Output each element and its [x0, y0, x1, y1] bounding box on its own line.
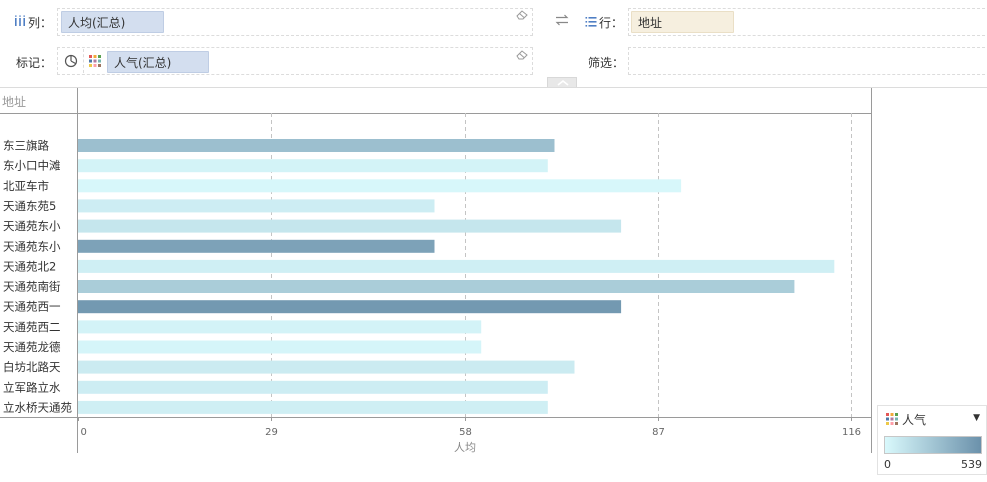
x-tick-label: 58 — [459, 427, 472, 438]
eraser-icon[interactable] — [516, 10, 528, 20]
marks-shelf-label: 标记： — [16, 56, 53, 70]
x-axis-label: 人均 — [454, 441, 476, 454]
bar — [78, 159, 548, 173]
legend-min: 0 — [884, 458, 891, 471]
category-label: 立军路立水 — [3, 380, 61, 394]
bar — [78, 400, 548, 414]
rows-shelf-label: 行： — [599, 16, 624, 30]
bar — [78, 360, 575, 374]
bar — [78, 340, 482, 354]
columns-icon — [15, 15, 25, 26]
dropdown-caret-icon[interactable]: ▼ — [973, 413, 980, 423]
eraser-icon[interactable] — [516, 50, 528, 60]
bar — [78, 139, 555, 152]
bar — [78, 199, 435, 213]
bar — [78, 320, 482, 334]
category-label: 立水桥天通苑 — [3, 400, 72, 414]
bar — [78, 239, 435, 253]
chevron-up-icon — [557, 79, 569, 86]
bar-chart: 东三旗路东小口中滩北亚车市天通东苑5天通苑东小天通苑东小天通苑北2天通苑南街天通… — [0, 88, 872, 454]
category-label: 天通苑龙德 — [3, 340, 61, 354]
category-label: 东小口中滩 — [3, 159, 61, 173]
x-tick-label: 116 — [842, 427, 861, 438]
category-label: 天通苑西一 — [3, 300, 61, 314]
category-label: 天通东苑5 — [3, 199, 56, 213]
row-header: 地址 — [2, 95, 26, 109]
color-palette-icon — [886, 413, 898, 425]
x-tick-label: 29 — [265, 427, 278, 438]
category-label: 北亚车市 — [3, 179, 49, 193]
legend-title: 人气 — [902, 413, 927, 427]
color-palette-icon — [89, 55, 101, 67]
legend-max: 539 — [961, 458, 982, 471]
marks-pill[interactable]: 人气(汇总) — [107, 51, 209, 73]
x-tick-label: 87 — [652, 427, 665, 438]
rows-pill[interactable]: 地址 — [631, 11, 734, 33]
columns-shelf-label: 列： — [28, 16, 53, 30]
bar — [78, 300, 622, 314]
category-label: 天通苑东小 — [3, 219, 61, 233]
category-label: 东三旗路 — [3, 139, 49, 153]
category-label: 天通苑南街 — [3, 280, 61, 294]
category-label: 天通苑西二 — [3, 320, 61, 334]
collapse-toggle[interactable] — [547, 77, 577, 87]
category-label: 天通苑东小 — [3, 239, 61, 253]
filter-shelf[interactable] — [628, 47, 987, 75]
bar — [78, 219, 622, 233]
bar — [78, 380, 548, 394]
bar — [78, 280, 795, 293]
category-label: 白坊北路天 — [3, 360, 61, 374]
swap-icon[interactable] — [555, 14, 569, 26]
mark-type-icon[interactable] — [64, 54, 78, 68]
columns-pill[interactable]: 人均(汇总) — [61, 11, 164, 33]
marks-divider — [83, 49, 84, 73]
filter-shelf-label: 筛选： — [588, 56, 625, 70]
bar — [78, 179, 682, 193]
category-label: 天通苑北2 — [3, 259, 56, 273]
rows-icon — [585, 17, 597, 27]
legend-gradient — [884, 436, 982, 454]
shelf-divider — [0, 87, 987, 88]
color-legend[interactable]: 人气 ▼ 0 539 — [877, 405, 987, 475]
x-tick-label: 0 — [81, 427, 87, 438]
bar — [78, 259, 835, 273]
